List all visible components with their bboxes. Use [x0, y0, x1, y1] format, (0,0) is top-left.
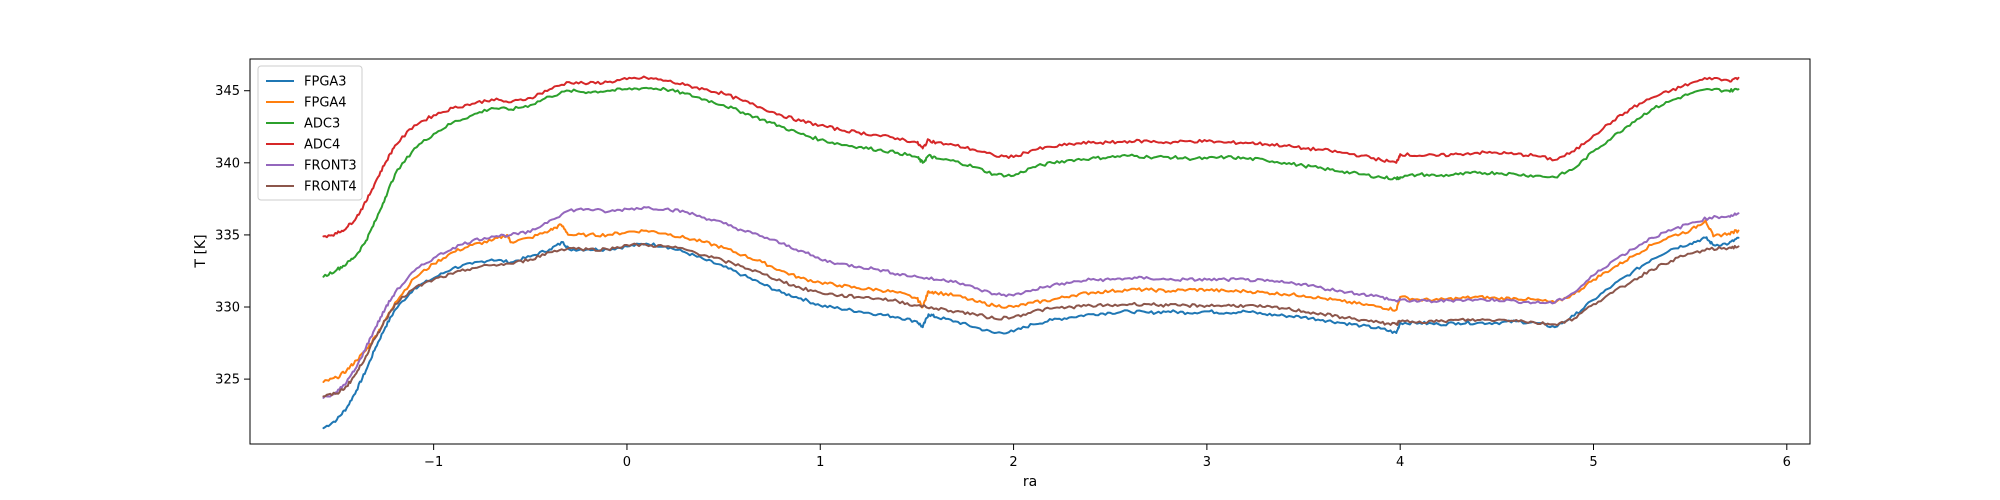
x-axis: −1 0 1 2 3 4 5 6 [424, 444, 1791, 470]
legend-label-front4: FRONT4 [304, 180, 357, 195]
legend-label-fpga4: FPGA4 [304, 96, 347, 111]
series-line-adc3 [322, 86, 1740, 278]
series-line-front3 [322, 206, 1740, 399]
legend-label-adc3: ADC3 [304, 117, 340, 132]
x-tick-label: 1 [816, 455, 824, 470]
x-tick-label: −1 [424, 455, 443, 470]
plot-area-frame [249, 58, 1811, 445]
x-tick-label: 4 [1396, 455, 1404, 470]
x-tick-label: 6 [1783, 455, 1791, 470]
series-line-front4 [322, 242, 1740, 398]
y-tick-label: 345 [215, 84, 240, 99]
x-axis-label: ra [1023, 474, 1037, 490]
y-tick-label: 335 [215, 228, 240, 243]
series-line-fpga3 [322, 236, 1740, 430]
x-tick-label: 0 [623, 455, 631, 470]
x-tick-label: 5 [1589, 455, 1597, 470]
series-line-fpga4 [322, 219, 1740, 383]
legend-label-adc4: ADC4 [304, 138, 340, 153]
y-tick-label: 330 [215, 301, 240, 316]
y-axis: 325 330 335 340 345 [215, 84, 250, 388]
legend-label-front3: FRONT3 [304, 159, 357, 174]
y-tick-label: 325 [215, 373, 240, 388]
legend-label-fpga3: FPGA3 [304, 75, 347, 90]
legend: FPGA3 FPGA4 ADC3 ADC4 FRONT3 FRONT4 [257, 65, 363, 201]
series-line-adc4 [322, 75, 1740, 239]
y-tick-label: 340 [215, 156, 240, 171]
y-axis-label: T [K] [193, 234, 209, 268]
x-tick-label: 3 [1203, 455, 1211, 470]
series-layer [322, 75, 1740, 430]
legend-box [257, 65, 363, 201]
x-tick-label: 2 [1009, 455, 1017, 470]
